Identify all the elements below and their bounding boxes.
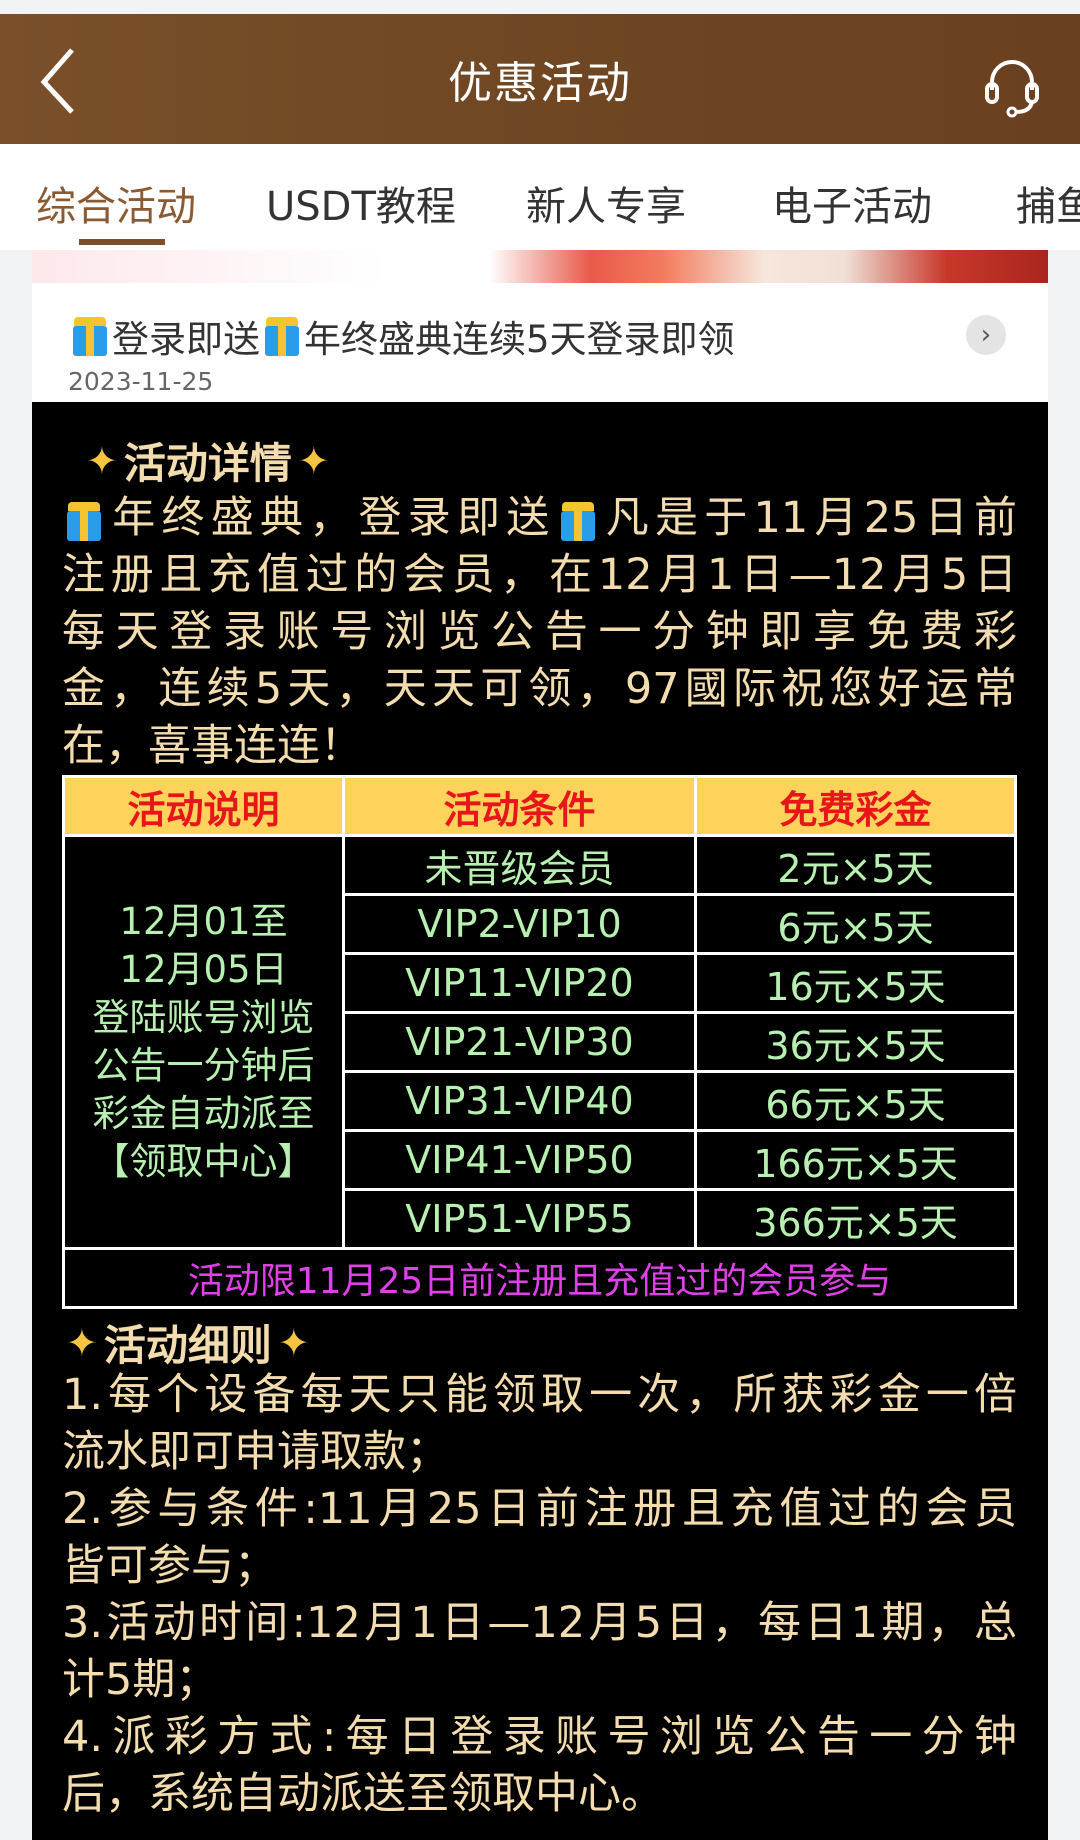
table-row: VIP11-VIP20 16元×5天 — [64, 952, 1017, 1014]
details-text: 年终盛典，登录即送 — [106, 493, 556, 543]
condition-cell: VIP51-VIP55 — [342, 1188, 697, 1250]
column-header: 活动说明 — [62, 775, 345, 837]
bonus-cell: 16元×5天 — [694, 952, 1017, 1014]
bonus-cell: 36元×5天 — [694, 1011, 1017, 1073]
promo-detail-content: ✦ 活动详情 ✦ 年终盛典，登录即送 凡是于11月25日前 注册且充值过的会员，在… — [32, 402, 1048, 1840]
desc-line: 登陆账号浏览 — [92, 996, 315, 1039]
active-tab-indicator — [79, 239, 165, 245]
activity-description-cell: 12月01至 12月05日 登陆账号浏览 公告一分钟后 彩金自动派至 【领取中心… — [62, 834, 345, 1250]
eligibility-note: 活动限11月25日前注册且充值过的会员参与 — [62, 1247, 1017, 1309]
condition-cell: VIP21-VIP30 — [342, 1011, 697, 1073]
sparkle-icon: ✦ — [297, 438, 330, 483]
bonus-cell: 66元×5天 — [694, 1070, 1017, 1132]
status-gap — [0, 0, 1080, 14]
details-paragraph: 年终盛典，登录即送 凡是于11月25日前 注册且充值过的会员，在12月1日—12月… — [62, 490, 1017, 775]
details-title: 活动详情 — [123, 439, 292, 488]
bonus-cell: 6元×5天 — [694, 893, 1017, 955]
rules-list: 1.每个设备每天只能领取一次，所获彩金一倍 流水即可申请取款； 2.参与条件:1… — [62, 1367, 1017, 1823]
rule-line: 后，系统自动派送至领取中心。 — [62, 1769, 664, 1819]
tab-general[interactable]: 综合活动 — [36, 184, 196, 230]
details-line: 在，喜事连连！ — [62, 721, 363, 771]
desc-line: 彩金自动派至 — [92, 1092, 315, 1135]
headset-icon[interactable] — [982, 54, 1042, 118]
desc-line: 公告一分钟后 — [92, 1044, 315, 1087]
promo-card[interactable]: 登录即送 年终盛典连续5天登录即领 2023-11-25 › — [32, 283, 1048, 402]
column-header: 活动条件 — [342, 775, 697, 837]
table-row: VIP2-VIP10 6元×5天 — [64, 893, 1017, 955]
chevron-left-icon[interactable] — [36, 44, 96, 114]
condition-cell: 未晋级会员 — [342, 834, 697, 896]
condition-cell: VIP31-VIP40 — [342, 1070, 697, 1132]
gift-icon — [64, 501, 104, 541]
column-header: 免费彩金 — [694, 775, 1017, 837]
table-header-row: 活动说明 活动条件 免费彩金 — [62, 775, 1017, 837]
promo-date: 2023-11-25 — [68, 367, 214, 396]
tab-slots[interactable]: 电子活动 — [772, 184, 932, 230]
rule-line: 流水即可申请取款； — [62, 1427, 449, 1477]
gift-icon — [558, 501, 598, 541]
table-row: VIP51-VIP55 366元×5天 — [64, 1188, 1017, 1250]
rule-line: 4.派彩方式:每日登录账号浏览公告一分钟 — [62, 1712, 1017, 1762]
desc-line: 12月01至 — [119, 900, 288, 943]
table-row: VIP21-VIP30 36元×5天 — [64, 1011, 1017, 1073]
rules-title: 活动细则 — [103, 1321, 272, 1370]
details-heading: ✦ 活动详情 ✦ — [80, 430, 336, 491]
details-line: 注册且充值过的会员，在12月1日—12月5日 — [62, 550, 1017, 600]
promo-title-part1: 登录即送 — [112, 318, 260, 361]
bonus-cell: 2元×5天 — [694, 834, 1017, 896]
gift-icon — [70, 316, 110, 356]
bonus-cell: 366元×5天 — [694, 1188, 1017, 1250]
rule-line: 皆可参与； — [62, 1541, 277, 1591]
condition-cell: VIP41-VIP50 — [342, 1129, 697, 1191]
table-row: VIP41-VIP50 166元×5天 — [64, 1129, 1017, 1191]
table-footer-row: 活动限11月25日前注册且充值过的会员参与 — [62, 1247, 1017, 1309]
bonus-cell: 166元×5天 — [694, 1129, 1017, 1191]
table-row: 12月01至 12月05日 登陆账号浏览 公告一分钟后 彩金自动派至 【领取中心… — [62, 834, 1017, 1250]
page-title: 优惠活动 — [448, 58, 632, 109]
desc-line: 12月05日 — [119, 948, 288, 991]
promo-title-part2: 年终盛典连续5天登录即领 — [304, 318, 735, 361]
details-line: 年终盛典，登录即送 凡是于11月25日前 — [62, 490, 1017, 547]
tab-newcomer[interactable]: 新人专享 — [526, 184, 686, 230]
details-line: 金，连续5天，天天可领，97國际祝您好运常 — [62, 664, 1017, 714]
rules-heading: ✦ 活动细则 ✦ — [60, 1312, 316, 1373]
details-text: 凡是于11月25日前 — [599, 493, 1018, 543]
reward-table: 活动说明 活动条件 免费彩金 12月01至 12月05日 登陆账号浏览 公告一分… — [62, 775, 1017, 1309]
gift-icon — [262, 316, 302, 356]
sparkle-icon: ✦ — [86, 438, 118, 483]
rule-line: 2.参与条件:11月25日前注册且充值过的会员 — [62, 1484, 1017, 1534]
rule-line: 3.活动时间:12月1日—12月5日，每日1期，总 — [62, 1598, 1017, 1648]
sparkle-icon: ✦ — [66, 1320, 98, 1365]
rule-line: 1.每个设备每天只能领取一次，所获彩金一倍 — [62, 1370, 1017, 1420]
sparkle-icon: ✦ — [277, 1320, 310, 1365]
desc-line: 【领取中心】 — [92, 1140, 315, 1183]
promo-banner-image[interactable] — [32, 250, 1048, 283]
tab-fishing[interactable]: 捕鱼 — [1016, 184, 1080, 230]
category-tabs: 综合活动 USDT教程 新人专享 电子活动 捕鱼 — [0, 144, 1080, 250]
rule-line: 计5期； — [62, 1655, 219, 1705]
table-row: VIP31-VIP40 66元×5天 — [64, 1070, 1017, 1132]
condition-cell: VIP2-VIP10 — [342, 893, 697, 955]
promo-title: 登录即送 年终盛典连续5天登录即领 — [68, 309, 735, 363]
tab-usdt-tutorial[interactable]: USDT教程 — [266, 184, 456, 230]
top-nav-bar: 优惠活动 — [0, 14, 1080, 144]
chevron-right-icon[interactable]: › — [966, 315, 1006, 355]
condition-cell: VIP11-VIP20 — [342, 952, 697, 1014]
details-line: 每天登录账号浏览公告一分钟即享免费彩 — [62, 607, 1017, 657]
